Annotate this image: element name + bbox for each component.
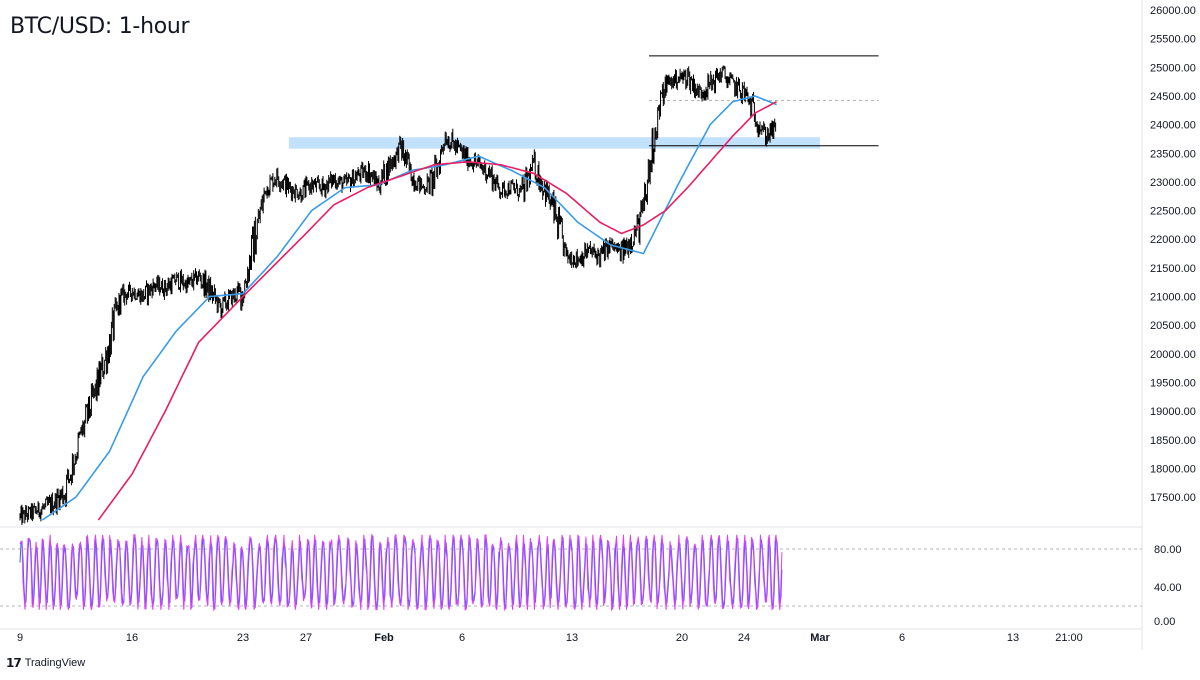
stochastic-k-line [19,533,783,612]
x-tick-label: 6 [899,632,905,644]
y-tick-label: 22000.00 [1150,234,1196,246]
osc-tick-label: 40.00 [1154,582,1182,594]
y-tick-label: 18500.00 [1150,435,1196,447]
y-tick-label: 21500.00 [1150,263,1196,275]
y-tick-label: 25000.00 [1150,62,1196,74]
y-tick-label: 19500.00 [1150,378,1196,390]
y-tick-label: 18000.00 [1150,463,1196,475]
resistance-zone [288,137,820,149]
chart-title: BTC/USD: 1-hour [10,14,190,39]
y-tick-label: 25500.00 [1150,34,1196,46]
branding: 𝟭𝟳 TradingView [6,656,85,670]
tradingview-logo-icon: 𝟭𝟳 [6,656,22,670]
x-tick-label: 27 [300,632,312,644]
x-tick-label: 13 [1007,632,1019,644]
y-tick-label: 19000.00 [1150,406,1196,418]
x-tick-label: 24 [738,632,750,644]
x-tick-label: 13 [566,632,578,644]
y-tick-label: 20000.00 [1150,349,1196,361]
y-tick-label: 24000.00 [1150,120,1196,132]
x-tick-label: 21:00 [1055,632,1083,644]
y-tick-label: 21000.00 [1150,292,1196,304]
y-tick-label: 23000.00 [1150,177,1196,189]
y-tick-label: 24500.00 [1150,91,1196,103]
x-tick-label: Mar [810,632,830,644]
ma-slow-line [97,100,777,521]
x-tick-label: 9 [17,632,23,644]
x-tick-label: Feb [374,632,394,644]
x-tick-label: 16 [126,632,138,644]
ma-fast-line [41,95,777,521]
y-tick-label: 26000.00 [1150,5,1196,17]
y-tick-label: 20500.00 [1150,320,1196,332]
y-tick-label: 23500.00 [1150,148,1196,160]
osc-tick-label: 0.00 [1154,616,1175,628]
x-tick-label: 6 [459,632,465,644]
y-tick-label: 17500.00 [1150,492,1196,504]
branding-name: TradingView [24,657,86,669]
y-tick-label: 22500.00 [1150,206,1196,218]
x-tick-label: 20 [676,632,688,644]
x-tick-label: 23 [237,632,249,644]
osc-tick-label: 80.00 [1154,544,1182,556]
